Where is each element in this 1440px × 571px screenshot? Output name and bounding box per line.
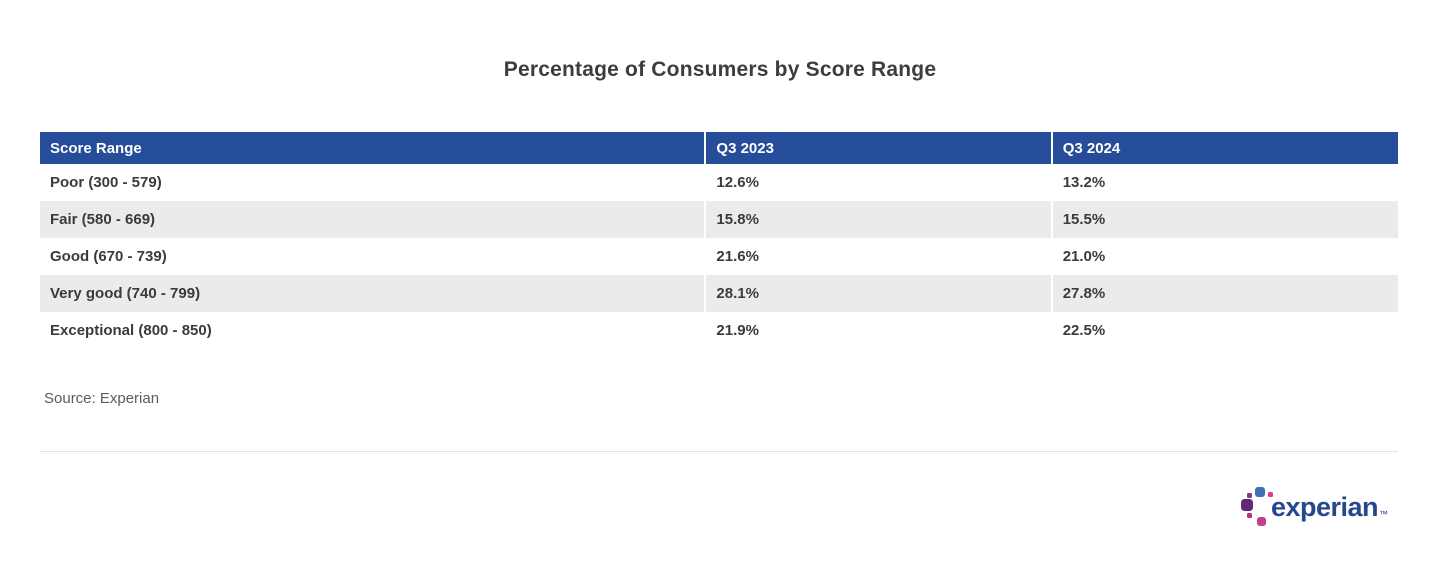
experian-logo: experian ™ — [1240, 486, 1388, 530]
logo-square-magenta — [1256, 517, 1266, 526]
logo-square-blue — [1254, 487, 1265, 497]
source-attribution: Source: Experian — [44, 390, 160, 407]
score-range-table-container: Score Range Q3 2023 Q3 2024 Poor (300 - … — [40, 132, 1398, 349]
cell-q3-2024: 21.0% — [1050, 238, 1398, 275]
logo-square-magenta-dot — [1246, 513, 1252, 518]
cell-q3-2024: 15.5% — [1050, 201, 1398, 238]
cell-score-range: Good (670 - 739) — [40, 238, 706, 275]
table-row-poor: Poor (300 - 579) 12.6% 13.2% — [40, 164, 1398, 201]
table-header-row: Score Range Q3 2023 Q3 2024 — [40, 132, 1398, 164]
logo-square-pink-dot — [1267, 492, 1273, 497]
cell-q3-2023: 28.1% — [704, 275, 1052, 312]
column-header-q3-2023: Q3 2023 — [704, 132, 1052, 164]
experian-logo-squares-icon — [1240, 486, 1275, 530]
cell-q3-2024: 27.8% — [1050, 275, 1398, 312]
score-range-table: Score Range Q3 2023 Q3 2024 Poor (300 - … — [40, 132, 1398, 349]
footer-divider — [40, 451, 1398, 452]
cell-q3-2023: 12.6% — [704, 164, 1052, 201]
page-title: Percentage of Consumers by Score Range — [503, 58, 937, 81]
cell-score-range: Very good (740 - 799) — [40, 275, 706, 312]
cell-score-range: Fair (580 - 669) — [40, 201, 706, 238]
trademark-symbol: ™ — [1379, 509, 1388, 519]
logo-square-violet-dot — [1246, 493, 1252, 498]
cell-q3-2023: 21.9% — [704, 312, 1052, 349]
table-row-exceptional: Exceptional (800 - 850) 21.9% 22.5% — [40, 312, 1398, 349]
cell-score-range: Poor (300 - 579) — [40, 164, 706, 201]
table-row-very-good: Very good (740 - 799) 28.1% 27.8% — [40, 275, 1398, 312]
cell-q3-2024: 13.2% — [1050, 164, 1398, 201]
experian-wordmark: experian — [1270, 492, 1379, 522]
logo-square-purple — [1240, 499, 1253, 511]
cell-q3-2024: 22.5% — [1050, 312, 1398, 349]
column-header-q3-2024: Q3 2024 — [1050, 132, 1398, 164]
table-row-good: Good (670 - 739) 21.6% 21.0% — [40, 238, 1398, 275]
column-header-score-range: Score Range — [40, 132, 706, 164]
cell-q3-2023: 21.6% — [704, 238, 1052, 275]
cell-score-range: Exceptional (800 - 850) — [40, 312, 706, 349]
table-row-fair: Fair (580 - 669) 15.8% 15.5% — [40, 201, 1398, 238]
cell-q3-2023: 15.8% — [704, 201, 1052, 238]
